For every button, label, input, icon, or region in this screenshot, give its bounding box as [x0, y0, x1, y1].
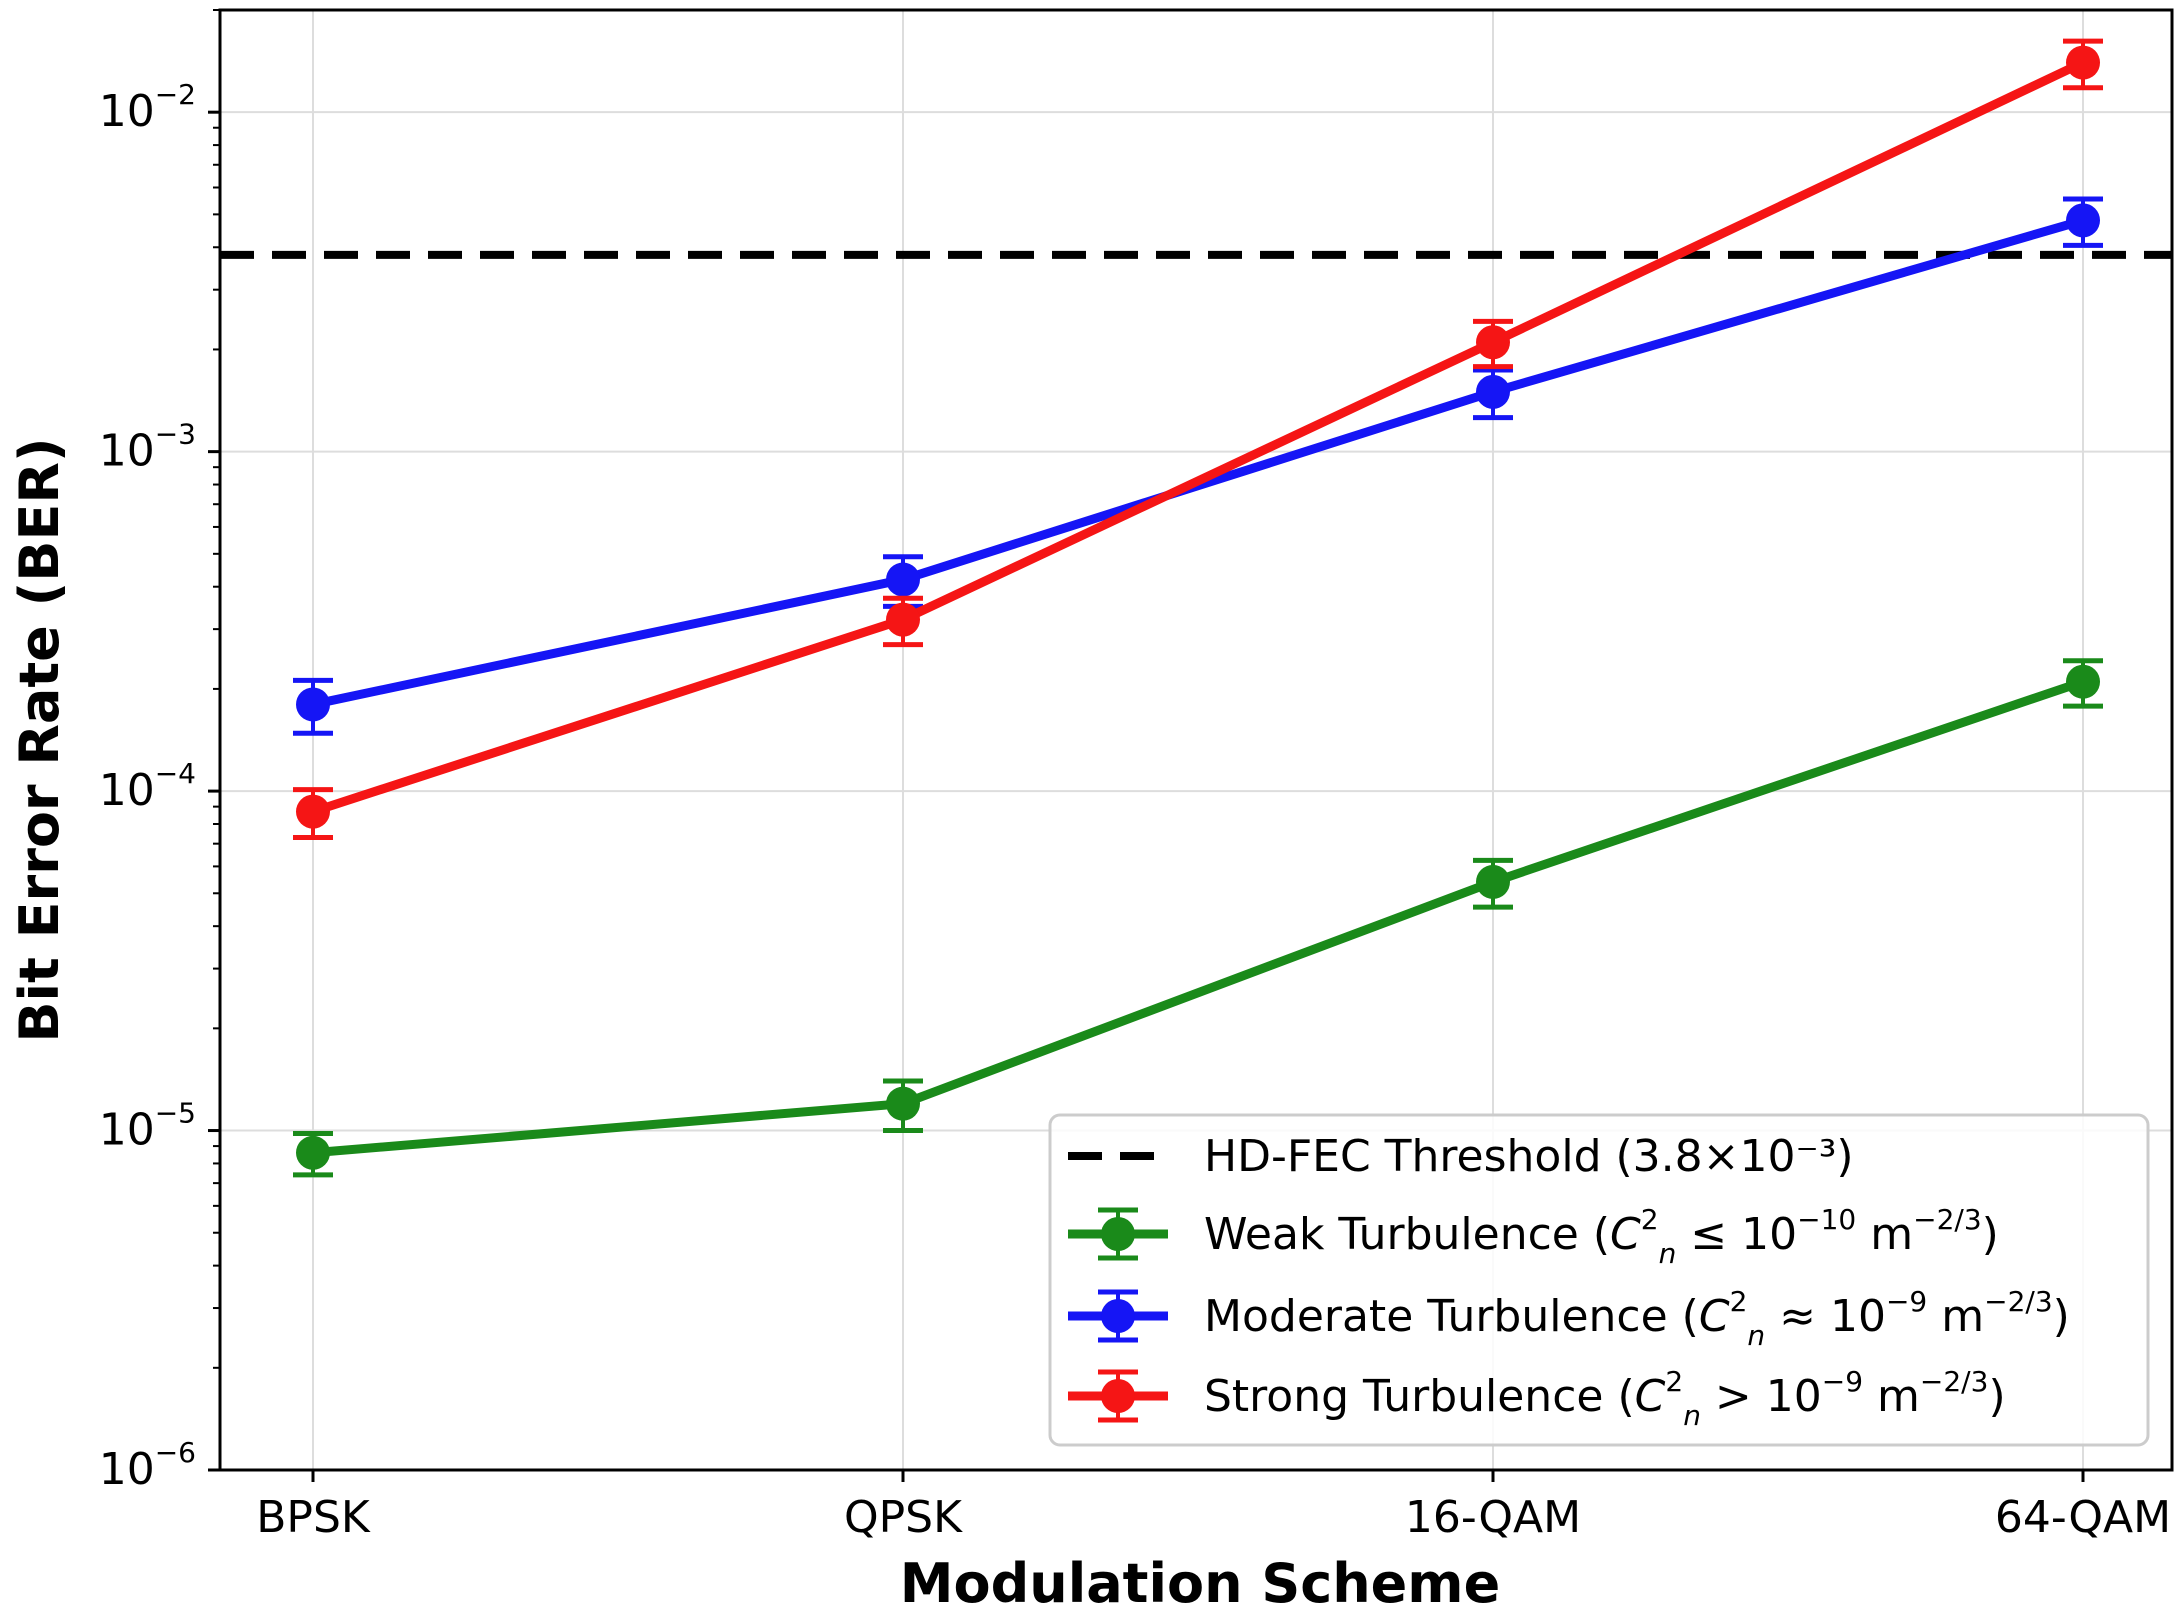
- x-tick-label: BPSK: [256, 1492, 371, 1543]
- x-tick-label: 16-QAM: [1405, 1492, 1581, 1543]
- y-tick-label: 10−6: [99, 1436, 196, 1495]
- y-axis-title: Bit Error Rate (BER): [8, 437, 71, 1042]
- data-point: [886, 602, 920, 637]
- legend-label-moderate-turbulence: Moderate Turbulence (C2n ≈ 10−9 m−2/3): [1204, 1285, 2070, 1352]
- data-point: [886, 562, 920, 597]
- data-point: [296, 1135, 330, 1170]
- data-point: [886, 1086, 920, 1121]
- axes-layer: 10−6 10−5 10−4 10−3 10−2 BPSK QPSK 16-QAM 64-QAM: [99, 8, 2174, 1543]
- data-point: [2066, 45, 2100, 80]
- y-tick-label: 10−4: [99, 757, 196, 816]
- x-axis-title: Modulation Scheme: [900, 1552, 1500, 1613]
- data-point: [2066, 203, 2100, 238]
- y-tick-label: 10−5: [99, 1097, 196, 1156]
- series-moderate-turbulence: [293, 196, 2103, 736]
- legend-marker: [1101, 1299, 1135, 1333]
- series-weak-turbulence: [293, 658, 2103, 1178]
- series-layer: [293, 38, 2103, 1178]
- x-tick-label: 64-QAM: [1995, 1492, 2171, 1543]
- data-point: [296, 687, 330, 722]
- legend-layer: HD-FEC Threshold (3.8×10⁻³) Weak Turbulen…: [1048, 1113, 2150, 1447]
- data-point: [296, 794, 330, 829]
- series-line: [312, 677, 2085, 1158]
- data-point: [1476, 864, 1510, 899]
- series-line: [312, 216, 2085, 709]
- series-strong-turbulence: [293, 38, 2103, 840]
- x-tick-label: QPSK: [844, 1492, 963, 1543]
- legend-handle-strong-turbulence: [1068, 1369, 1168, 1423]
- y-tick-label: 10−2: [99, 78, 196, 137]
- legend-label-strong-turbulence: Strong Turbulence (C2n > 10−9 m−2/3): [1204, 1365, 2006, 1432]
- y-tick-label: 10−3: [99, 418, 196, 477]
- data-point: [2066, 664, 2100, 699]
- legend-marker: [1101, 1217, 1135, 1251]
- plot-frame: [218, 8, 2174, 1472]
- series-line: [311, 58, 2085, 816]
- legend-handle-weak-turbulence: [1068, 1207, 1168, 1261]
- legend-handle-moderate-turbulence: [1068, 1289, 1168, 1343]
- data-point: [1476, 374, 1510, 409]
- data-point: [1476, 325, 1510, 360]
- legend-label-threshold: HD-FEC Threshold (3.8×10⁻³): [1204, 1131, 1854, 1182]
- legend-box: [1048, 1113, 2150, 1447]
- legend-label-weak-turbulence: Weak Turbulence (C2n ≤ 10−10 m−2/3): [1204, 1203, 1999, 1270]
- legend-marker: [1101, 1379, 1135, 1413]
